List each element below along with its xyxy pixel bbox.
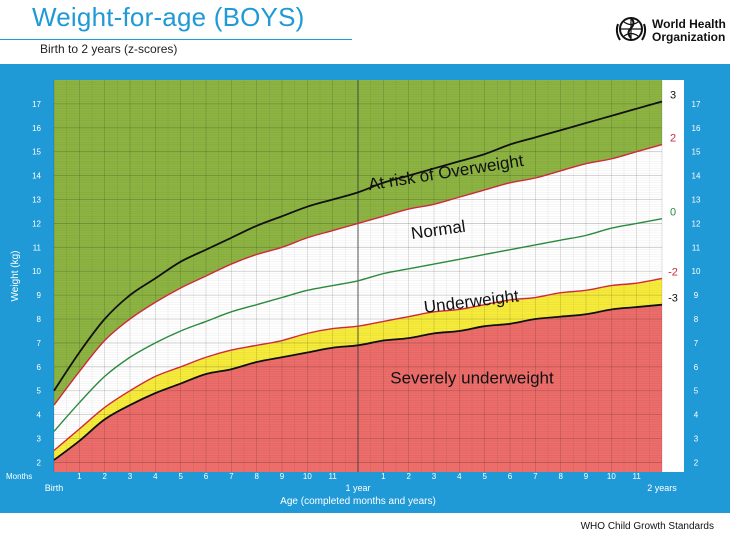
curve-label: -2: [668, 266, 678, 278]
right-label-strip: [662, 80, 684, 472]
y-tick-label-left: 9: [37, 291, 42, 300]
x-tick-label: 1: [77, 472, 82, 481]
y-tick-label-left: 5: [37, 387, 42, 396]
x-tick-label: 6: [204, 472, 209, 481]
y-tick-label-right: 11: [692, 243, 701, 252]
chart-subtitle: Birth to 2 years (z-scores): [40, 42, 178, 56]
y-tick-label-right: 10: [692, 267, 701, 276]
y-tick-label-left: 8: [37, 315, 42, 324]
x-tick-label: 10: [303, 472, 312, 481]
y-tick-label-left: 6: [37, 363, 42, 372]
y-tick-label-left: 16: [32, 124, 41, 133]
footer-source: WHO Child Growth Standards: [580, 521, 714, 532]
y-tick-label-left: 11: [33, 243, 42, 252]
x-tick-label: 2: [406, 472, 411, 481]
x-tick-label: 4: [457, 472, 462, 481]
x-tick-label: Birth: [45, 483, 64, 493]
y-tick-label-left: 14: [32, 172, 41, 181]
x-tick-label: 11: [329, 472, 338, 481]
x-tick-label: 8: [254, 472, 259, 481]
chart-title: Weight-for-age (BOYS): [32, 2, 305, 32]
x-tick-label: 9: [584, 472, 589, 481]
curve-zminus3: [53, 303, 663, 461]
y-tick-label-left: 10: [32, 267, 41, 276]
y-tick-label-left: 2: [37, 458, 42, 467]
x-tick-label: 3: [432, 472, 437, 481]
x-tick-label: 10: [607, 472, 616, 481]
curve-z2: [53, 143, 663, 406]
x-tick-label: 4: [153, 472, 158, 481]
x-corner-label: Months: [6, 472, 32, 481]
x-tick-label: 7: [229, 472, 234, 481]
y-tick-label-right: 12: [692, 219, 701, 228]
y-tick-label-right: 8: [694, 315, 699, 324]
y-tick-label-right: 14: [692, 172, 701, 181]
y-tick-label-left: 13: [32, 196, 41, 205]
zone-label: Severely underweight: [390, 369, 554, 388]
curve-z0: [53, 217, 663, 432]
curve-z3: [53, 100, 663, 392]
x-axis-title: Age (completed months and years): [280, 496, 436, 507]
curve-label: 0: [670, 207, 676, 219]
y-tick-label-right: 9: [694, 291, 699, 300]
title-underline: [0, 39, 352, 40]
x-tick-label: 9: [280, 472, 285, 481]
y-axis-title: Weight (kg): [10, 251, 21, 302]
curve-label: -3: [668, 293, 678, 305]
x-tick-label: 5: [482, 472, 487, 481]
y-tick-label-left: 3: [37, 435, 42, 444]
who-line1: World Health: [652, 17, 726, 31]
x-tick-label: 1 year: [345, 483, 370, 493]
curve-zminus2: [53, 277, 663, 452]
curve-label: 2: [670, 133, 676, 145]
x-tick-label: 2 years: [647, 483, 677, 493]
x-tick-label: 7: [533, 472, 538, 481]
y-tick-label-right: 3: [694, 435, 699, 444]
x-tick-label: 6: [508, 472, 513, 481]
y-tick-label-right: 16: [692, 124, 701, 133]
who-emblem-icon: [615, 17, 647, 41]
x-tick-label: 8: [558, 472, 563, 481]
y-tick-label-left: 7: [37, 339, 42, 348]
x-tick-label: 2: [102, 472, 107, 481]
y-tick-label-right: 13: [692, 196, 701, 205]
who-logo-block: World Health Organization: [614, 14, 726, 48]
who-line2: Organization: [652, 30, 726, 44]
x-tick-label: 5: [178, 472, 183, 481]
y-tick-label-right: 17: [692, 100, 701, 109]
y-tick-label-right: 6: [694, 363, 699, 372]
y-tick-label-left: 17: [32, 100, 41, 109]
x-tick-label: 3: [128, 472, 133, 481]
y-tick-label-left: 15: [32, 148, 41, 157]
y-tick-label-right: 7: [694, 339, 699, 348]
x-tick-label: 1: [381, 472, 386, 481]
y-tick-label-right: 2: [694, 458, 699, 467]
y-tick-label-right: 5: [694, 387, 699, 396]
curve-label: 3: [670, 90, 676, 102]
y-tick-label-left: 12: [32, 219, 41, 228]
zone-overweight: [54, 80, 662, 406]
y-tick-label-right: 15: [692, 148, 701, 157]
x-tick-label: 11: [633, 472, 642, 481]
y-tick-label-right: 4: [694, 411, 699, 420]
y-tick-label-left: 4: [37, 411, 42, 420]
who-wordmark: World Health Organization: [652, 18, 726, 44]
